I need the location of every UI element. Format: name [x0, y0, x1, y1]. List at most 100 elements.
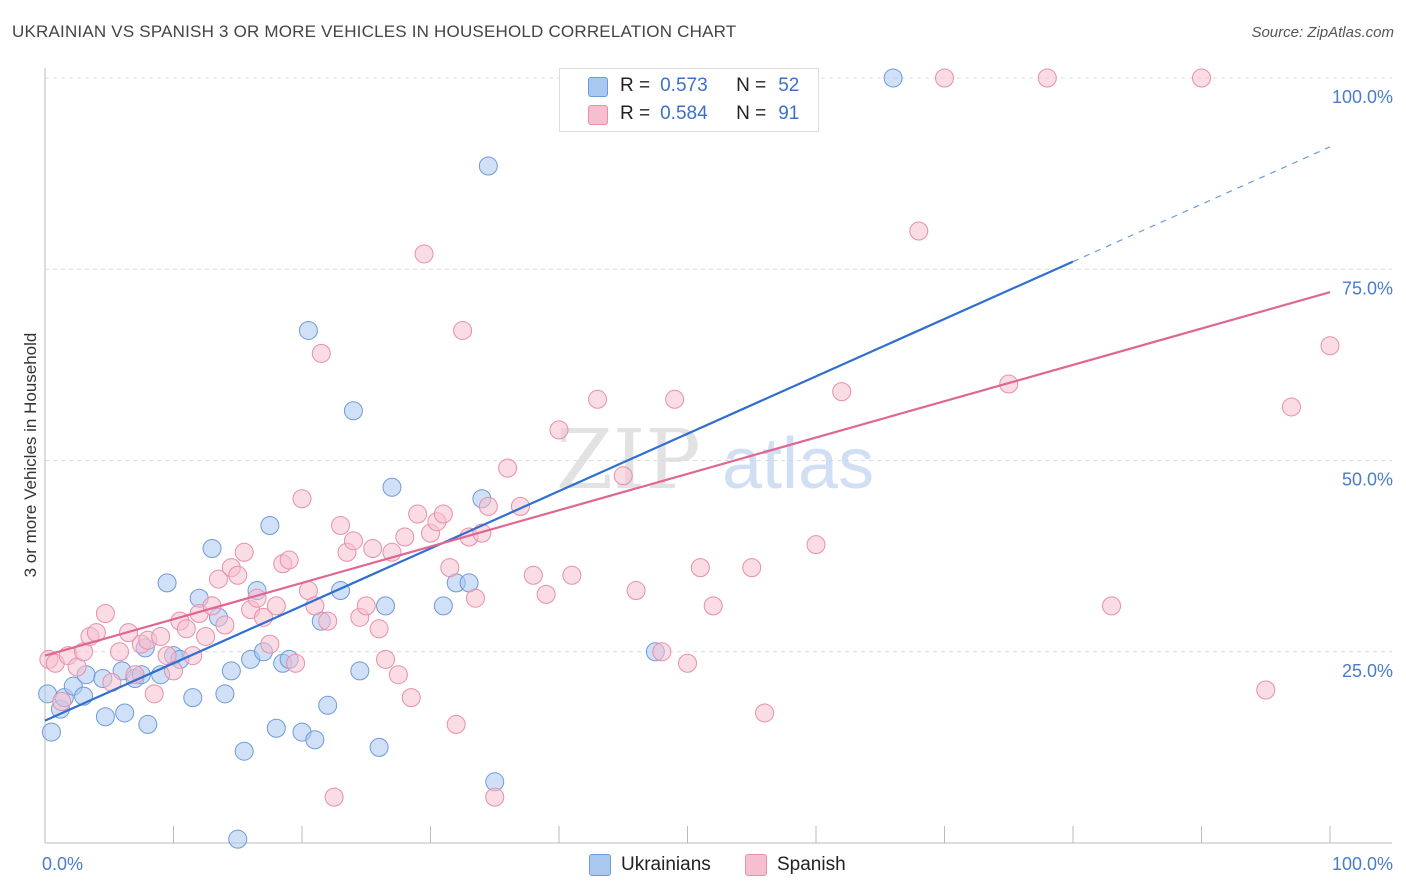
spanish-point [144, 684, 164, 704]
spanish-point [196, 626, 216, 646]
ukrainians-point [183, 688, 203, 708]
spanish-point [151, 626, 171, 646]
spanish-point [588, 389, 608, 409]
spanish-point [388, 665, 408, 685]
spanish-point [215, 615, 235, 635]
spanish-point [228, 565, 248, 585]
spanish-point [742, 558, 762, 578]
spanish-point [208, 569, 228, 589]
ukrainians-swatch [589, 854, 611, 876]
spanish-point [1192, 68, 1211, 88]
legend-n-value: 91 [778, 103, 800, 124]
x-tick-label: 0.0% [42, 854, 83, 874]
spanish-point [324, 787, 344, 807]
spanish-point [453, 320, 473, 340]
ukrainians-trend-line [44, 260, 1074, 722]
spanish-trend-line [44, 291, 1331, 657]
ukrainians-point [318, 695, 338, 715]
spanish-point [1102, 596, 1122, 616]
spanish-point [408, 504, 428, 524]
y-tick-label: 25.0% [1342, 661, 1393, 681]
spanish-point [343, 531, 363, 551]
ukrainians-point [115, 703, 135, 723]
spanish-point [292, 489, 312, 509]
legend-n-label: N = [736, 75, 767, 96]
spanish-point [806, 535, 826, 555]
legend-r-label: R = [620, 75, 651, 96]
legend-swatch-blue [588, 77, 608, 97]
bottom-legend-ukrainians[interactable]: Ukrainians [589, 852, 711, 878]
ukrainians-point [478, 156, 498, 176]
spanish-point [678, 653, 697, 673]
ukrainians-point [266, 718, 286, 738]
ukrainians-point [883, 68, 903, 88]
chart-title: UKRAINIAN VS SPANISH 3 OR MORE VEHICLES … [12, 22, 737, 41]
spanish-point [376, 649, 396, 669]
watermark-atlas: atlas [722, 424, 874, 504]
legend-n-label: N = [736, 103, 767, 124]
ukrainians-point [350, 661, 370, 681]
ukrainians-point [382, 477, 402, 497]
spanish-point [690, 558, 710, 578]
spanish-point [440, 558, 460, 578]
ukrainians-point [228, 829, 248, 849]
legend-r-value: 0.573 [660, 75, 708, 96]
ukrainians-point [138, 714, 158, 734]
spanish-point [414, 244, 434, 264]
spanish-point [1281, 397, 1301, 417]
spanish-point [279, 550, 299, 570]
spanish-point [331, 516, 351, 536]
trend-lines [44, 146, 1331, 722]
spanish-point [110, 642, 130, 662]
spanish-swatch [745, 854, 767, 876]
spanish-point [755, 703, 775, 723]
spanish-point [266, 596, 286, 616]
spanish-point [356, 596, 376, 616]
spanish-point [1256, 680, 1276, 700]
spanish-point [485, 787, 505, 807]
spanish-point [478, 496, 498, 516]
bottom-legend-spanish[interactable]: Spanish [745, 852, 846, 878]
ukrainians-point [234, 741, 254, 761]
spanish-point [446, 714, 466, 734]
spanish-point [613, 466, 633, 486]
ukrainians-point [215, 684, 235, 704]
spanish-point [1037, 68, 1057, 88]
spanish-point [395, 527, 415, 547]
spanish-point [523, 565, 543, 585]
x-tick-label: 100.0% [1332, 854, 1393, 874]
ukrainians-point [202, 538, 222, 558]
spanish-point [234, 542, 254, 562]
spanish-point [1320, 336, 1340, 356]
spanish-point [465, 588, 485, 608]
spanish-point [318, 611, 338, 631]
spanish-point [536, 584, 556, 604]
spanish-point [652, 642, 672, 662]
spanish-point [703, 596, 723, 616]
spanish-point [401, 688, 421, 708]
spanish-point [909, 221, 929, 241]
tick-labels: 25.0% 50.0% 75.0% 100.0% 0.0% 100.0% [42, 87, 1393, 874]
spanish-point [549, 420, 569, 440]
spanish-point [626, 581, 646, 601]
spanish-point [433, 504, 453, 524]
y-tick-label: 75.0% [1342, 278, 1393, 298]
gridlines [45, 77, 1392, 653]
ukrainians-trend-extension [1072, 146, 1331, 263]
ukrainians-point [41, 722, 61, 742]
spanish-point [95, 604, 115, 623]
spanish-point [286, 653, 306, 673]
spanish-point [311, 343, 331, 363]
spanish-point [176, 619, 196, 639]
spanish-label: Spanish [777, 854, 846, 875]
spanish-point [832, 382, 852, 402]
legend-r-value: 0.584 [660, 103, 708, 124]
ukrainians-label: Ukrainians [621, 854, 711, 875]
ukrainians-point [298, 320, 318, 340]
ukrainians-point [433, 596, 453, 616]
ukrainians-point [376, 596, 396, 616]
spanish-point [935, 68, 954, 88]
ukrainians-point [221, 661, 241, 681]
spanish-point [562, 565, 582, 585]
